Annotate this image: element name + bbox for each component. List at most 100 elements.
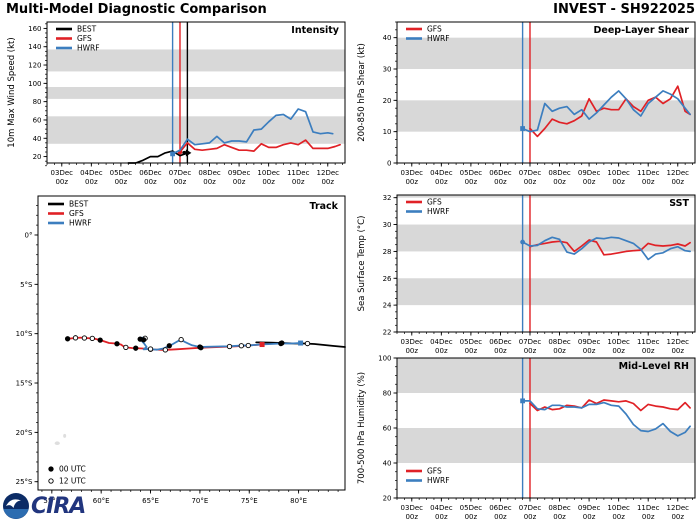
rh-ytick-label: 100: [378, 355, 391, 363]
track-position-marker-12utc: [226, 343, 233, 350]
track-marker-legend: 00 UTC 12 UTC: [48, 465, 86, 486]
svg-text:HWRF: HWRF: [427, 476, 450, 485]
intensity-xtick-label: 12Dec: [317, 169, 340, 177]
sst-xtick-label: 11Dec: [637, 338, 660, 346]
rh-ytick-label: 20: [383, 495, 392, 503]
track-position-marker-12utc: [147, 346, 154, 352]
track-position-marker-12utc: [178, 336, 184, 343]
intensity-xtick-sublabel: 00z: [292, 178, 305, 186]
intensity-xtick-label: 05Dec: [110, 169, 133, 177]
track-position-marker-12utc: [72, 335, 79, 341]
sst-series-hwrf: [521, 236, 691, 261]
track-ytick-label: 25°S: [16, 478, 33, 486]
shear-series-gfs: [529, 85, 691, 138]
rh-ytick-label: 80: [383, 390, 392, 398]
rh-category-band: [397, 358, 695, 393]
intensity-series-best: [127, 150, 189, 164]
island-landmass: [54, 441, 60, 446]
sst-xtick-label: 07Dec: [519, 338, 542, 346]
intensity-xtick-label: 08Dec: [198, 169, 221, 177]
track-position-marker-12utc: [245, 342, 251, 349]
sst-xtick-sublabel: 00z: [583, 347, 596, 355]
track-ytick-label: 0°: [25, 231, 33, 239]
shear-xtick-sublabel: 00z: [405, 178, 418, 186]
svg-text:HWRF: HWRF: [427, 207, 450, 216]
svg-text:GFS: GFS: [77, 34, 92, 43]
track-xtick-label: 65°E: [142, 497, 159, 505]
intensity-xtick-label: 09Dec: [228, 169, 251, 177]
rh-xtick-sublabel: 00z: [405, 513, 418, 521]
sst-panel: 03Dec00z04Dec00z05Dec00z06Dec00z07Dec00z…: [357, 194, 696, 355]
rh-xtick-label: 09Dec: [578, 504, 601, 512]
cira-noaa-logo: CIRA: [2, 492, 86, 520]
rh-series-gfs: [529, 399, 691, 412]
shear-ytick-label: 10: [383, 128, 392, 136]
rh-xtick-label: 06Dec: [489, 504, 512, 512]
marker-legend-label: 12 UTC: [59, 477, 86, 486]
rh-xtick-label: 08Dec: [548, 504, 571, 512]
sst-xtick-sublabel: 00z: [435, 347, 448, 355]
shear-xtick-sublabel: 00z: [642, 178, 655, 186]
track-gfs-init-marker: [259, 342, 265, 348]
marker-legend-12utc-icon: [48, 478, 54, 484]
track-panel-title: Track: [310, 201, 339, 212]
track-position-marker-00utc: [114, 341, 120, 347]
intensity-xtick-sublabel: 00z: [321, 178, 334, 186]
shear-xtick-sublabel: 00z: [553, 178, 566, 186]
track-xtick-label: 55°E: [43, 497, 60, 505]
shear-xtick-sublabel: 00z: [435, 178, 448, 186]
track-panel: 55°E 60°E 65°E 70°E 75°E 80°E 0° 5°S 10°S 15°S 20°…: [16, 195, 346, 505]
sst-ytick-label: 24: [383, 302, 392, 310]
svg-text:BEST: BEST: [69, 200, 89, 209]
rh-xtick-label: 10Dec: [607, 504, 630, 512]
rh-xtick-sublabel: 00z: [524, 513, 537, 521]
shear-xtick-sublabel: 00z: [465, 178, 478, 186]
intensity-xtick-sublabel: 00z: [203, 178, 216, 186]
sst-xtick-label: 04Dec: [430, 338, 453, 346]
rh-ytick-label: 60: [383, 425, 392, 433]
sst-xtick-label: 12Dec: [667, 338, 690, 346]
shear-xtick-label: 09Dec: [578, 169, 601, 177]
intensity-best-arrow-marker: [185, 149, 192, 157]
sst-xtick-sublabel: 00z: [524, 347, 537, 355]
intensity-ylabel: 10m Max Wind Speed (kt): [7, 37, 17, 147]
shear-xtick-sublabel: 00z: [524, 178, 537, 186]
intensity-xtick-sublabel: 00z: [174, 178, 187, 186]
rh-xtick-label: 12Dec: [667, 504, 690, 512]
cira-logo-text: CIRA: [31, 493, 86, 519]
storm-id-title: INVEST - SH922025: [553, 2, 695, 17]
marker-legend-00utc-icon: [48, 466, 54, 472]
track-position-marker-00utc: [140, 337, 147, 343]
track-ytick-label: 15°S: [16, 380, 33, 388]
track-xtick-label: 80°E: [290, 497, 307, 505]
intensity-hwrf-init-marker: [170, 151, 176, 157]
intensity-panel: 03Dec00z04Dec00z05Dec00z06Dec00z07Dec00z…: [7, 21, 346, 186]
svg-text:GFS: GFS: [69, 209, 84, 218]
sst-series-gfs: [529, 239, 691, 256]
sst-xtick-label: 05Dec: [460, 338, 483, 346]
svg-text:GFS: GFS: [427, 467, 442, 476]
intensity-ytick-label: 80: [33, 98, 42, 106]
sst-hwrf-init-marker: [520, 239, 526, 245]
intensity-xtick-sublabel: 00z: [262, 178, 275, 186]
track-position-marker-12utc: [89, 335, 95, 342]
intensity-xtick-sublabel: 00z: [85, 178, 98, 186]
track-ytick-label: 5°S: [20, 281, 33, 289]
intensity-xtick-label: 04Dec: [80, 169, 103, 177]
track-position-marker-12utc: [304, 340, 311, 347]
rh-xtick-label: 11Dec: [637, 504, 660, 512]
rh-ytick-label: 40: [383, 460, 392, 468]
rh-xtick-sublabel: 00z: [671, 513, 684, 521]
noaa-emblem-icon: [3, 493, 29, 519]
sst-xtick-sublabel: 00z: [465, 347, 478, 355]
intensity-xtick-label: 10Dec: [257, 169, 280, 177]
shear-hwrf-init-marker: [520, 126, 526, 131]
intensity-ytick-label: 160: [28, 25, 41, 33]
shear-ytick-label: 0: [387, 160, 391, 168]
rh-xtick-sublabel: 00z: [642, 513, 655, 521]
intensity-category-band: [47, 49, 345, 72]
intensity-category-band: [47, 116, 345, 144]
